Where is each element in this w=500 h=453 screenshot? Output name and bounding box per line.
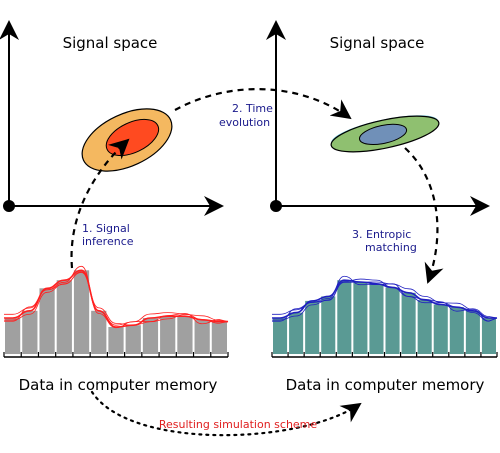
left-hist-sample-curve xyxy=(4,269,228,328)
left-hist-bar xyxy=(108,327,124,354)
right-axes xyxy=(266,20,490,216)
left-hist-bar xyxy=(142,318,159,354)
right-hist-sample-curve xyxy=(272,275,498,322)
left-hist-bar xyxy=(56,280,72,354)
right-signal-ellipse xyxy=(330,115,440,153)
right-hist-bar xyxy=(401,292,416,354)
left-data-histogram xyxy=(3,265,229,358)
right-hist-bar xyxy=(449,307,464,354)
left-hist-bar xyxy=(39,288,55,354)
step2-line2: evolution xyxy=(219,116,270,129)
left-axes xyxy=(0,20,224,216)
step3-line2: matching xyxy=(365,241,417,254)
step3-line1: 3. Entropic xyxy=(352,228,411,241)
left-memory-caption: Data in computer memory xyxy=(19,376,218,394)
right-hist-bar xyxy=(337,280,352,354)
right-hist-bar xyxy=(321,296,336,354)
step3-label: 3. Entropic matching xyxy=(352,228,417,254)
right-hist-bar xyxy=(305,300,320,354)
step2-label: 2. Time evolution xyxy=(219,102,273,129)
left-hist-bar xyxy=(160,316,176,354)
left-signal-space-title: Signal space xyxy=(63,34,158,52)
right-data-histogram xyxy=(271,275,498,358)
right-hist-bar xyxy=(481,318,496,354)
step2-line1: 2. Time xyxy=(232,102,273,115)
right-hist-sample-curve xyxy=(272,278,498,322)
left-hist-bar xyxy=(177,316,193,354)
arrow-resulting-scheme xyxy=(90,390,362,437)
right-hist-bar xyxy=(417,300,432,354)
step1-line1: 1. Signal xyxy=(82,222,130,235)
right-hist-bar xyxy=(433,304,448,354)
arrow-signal-inference xyxy=(70,138,130,269)
step1-line2: inference xyxy=(82,235,134,248)
right-signal-space-title: Signal space xyxy=(330,34,425,52)
left-origin-dot xyxy=(3,200,15,212)
right-hist-bar xyxy=(385,287,400,354)
left-hist-bar xyxy=(194,319,210,354)
right-hist-sample-curve xyxy=(272,281,498,322)
right-memory-caption: Data in computer memory xyxy=(286,376,485,394)
left-hist-bar xyxy=(125,325,141,354)
left-hist-bar xyxy=(5,318,21,354)
step1-label: 1. Signal inference xyxy=(82,222,134,248)
right-hist-bar xyxy=(465,310,480,354)
arrow-time-evolution xyxy=(174,88,352,120)
left-hist-sample-curve xyxy=(4,271,229,326)
right-hist-bar xyxy=(289,312,304,354)
right-hist-sample-curve xyxy=(272,279,497,319)
left-hist-bar xyxy=(91,310,107,354)
resulting-scheme-label: Resulting simulation scheme xyxy=(159,418,318,431)
right-origin-dot xyxy=(270,200,282,212)
right-hist-bar xyxy=(273,318,288,354)
right-hist-bar xyxy=(353,282,368,354)
left-hist-bar xyxy=(211,321,227,354)
arrow-entropic-matching xyxy=(404,147,444,284)
left-hist-sample-curve xyxy=(4,272,229,326)
left-hist-bar xyxy=(22,310,38,354)
left-hist-sample-curve xyxy=(4,265,229,329)
right-hist-bar xyxy=(369,283,384,354)
right-ellipse-inner xyxy=(358,123,408,146)
left-hist-bar xyxy=(73,270,90,354)
